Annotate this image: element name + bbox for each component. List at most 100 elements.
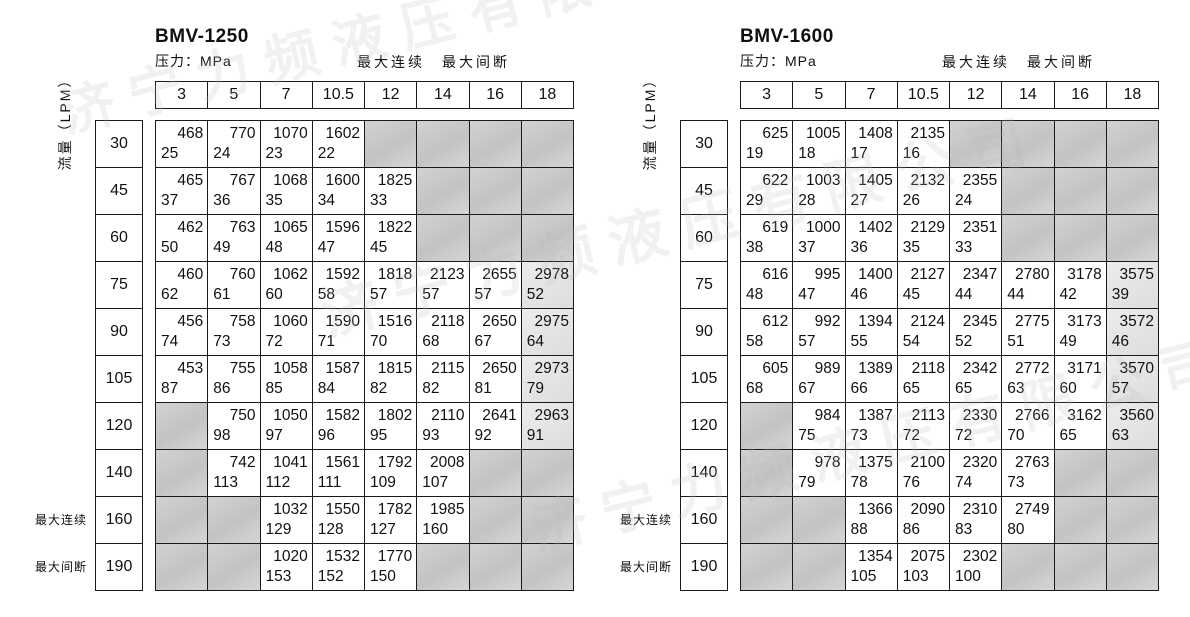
data-cell: 1070 23 <box>260 121 312 167</box>
data-cell: 1782 127 <box>365 497 417 543</box>
cell-value-secondary: 63 <box>1007 380 1025 397</box>
data-cell: 2650 67 <box>469 309 521 355</box>
pressure-header-cell: 18 <box>1106 82 1158 108</box>
cell-value-secondary: 45 <box>370 239 388 256</box>
cell-value-secondary: 18 <box>798 145 816 162</box>
data-cell: 2132 26 <box>897 168 949 214</box>
cell-value-primary: 2129 <box>910 219 945 236</box>
cell-value-secondary: 105 <box>850 568 877 585</box>
cell-value-secondary: 57 <box>798 333 816 350</box>
data-cell: 1041 112 <box>260 450 312 496</box>
data-cell: 460 62 <box>156 262 208 308</box>
data-cell: 2310 83 <box>950 497 1002 543</box>
pressure-header-cell: 7 <box>845 82 897 108</box>
data-cell: 1405 27 <box>845 168 897 214</box>
data-cell: 1354 105 <box>845 544 897 590</box>
cell-value-secondary: 24 <box>955 192 973 209</box>
data-cell: 1375 78 <box>845 450 897 496</box>
cell-value-secondary: 103 <box>902 568 929 585</box>
cell-value-primary: 462 <box>177 219 204 236</box>
data-cell: 1822 45 <box>365 215 417 261</box>
empty-cell <box>1002 121 1054 167</box>
cell-value-primary: 2978 <box>534 266 569 283</box>
cell-value-primary: 763 <box>229 219 256 236</box>
cell-value-secondary: 88 <box>850 521 868 538</box>
cell-value-secondary: 150 <box>370 568 396 585</box>
bmv-1600-table: BMV-1600 压力：MPa 最大连续 最大间断 流量（LPM） 最大连续 最… <box>620 0 1165 617</box>
cell-value-secondary: 79 <box>798 474 816 491</box>
pressure-header-row: 3 5 7 10.5 12 14 16 18 <box>740 81 1159 109</box>
empty-cell <box>1106 544 1158 590</box>
flow-header-cell: 60 <box>96 215 142 261</box>
data-cell: 1561 111 <box>312 450 364 496</box>
data-cell: 1582 96 <box>312 403 364 449</box>
cell-value-primary: 2135 <box>910 125 945 142</box>
flow-axis-label: 流量（LPM） <box>57 71 73 171</box>
cell-value-secondary: 16 <box>902 145 920 162</box>
cell-value-primary: 456 <box>177 313 204 330</box>
cell-value-secondary: 58 <box>317 286 335 303</box>
cell-value-secondary: 46 <box>850 286 868 303</box>
flow-header-cell: 45 <box>96 168 142 214</box>
data-cell: 1387 73 <box>845 403 897 449</box>
data-cell: 2113 72 <box>897 403 949 449</box>
cell-value-primary: 1815 <box>377 360 413 377</box>
flow-header-cell: 30 <box>96 121 142 167</box>
data-cell: 3178 42 <box>1054 262 1106 308</box>
data-cell: 2330 72 <box>950 403 1002 449</box>
empty-cell <box>1002 544 1054 590</box>
data-cell: 1985 160 <box>417 497 469 543</box>
cell-value-secondary: 87 <box>161 380 179 397</box>
pressure-header-cell: 5 <box>208 82 260 108</box>
flow-header-cell: 105 <box>96 356 142 402</box>
cell-value-primary: 1020 <box>273 548 308 565</box>
cell-value-secondary: 52 <box>955 333 973 350</box>
data-cell: 1825 33 <box>365 168 417 214</box>
data-cell: 1802 95 <box>365 403 417 449</box>
empty-cell <box>521 215 573 261</box>
cell-value-secondary: 45 <box>902 286 920 303</box>
empty-cell <box>741 497 793 543</box>
cell-value-primary: 3171 <box>1067 360 1102 377</box>
empty-cell <box>950 121 1002 167</box>
cell-value-secondary: 37 <box>798 239 816 256</box>
cell-value-primary: 612 <box>762 313 789 330</box>
data-cell: 1003 28 <box>793 168 845 214</box>
empty-cell <box>156 497 208 543</box>
cell-value-secondary: 86 <box>902 521 920 538</box>
cell-value-secondary: 44 <box>1007 286 1025 303</box>
cell-value-primary: 3162 <box>1067 407 1102 424</box>
cell-value-secondary: 57 <box>474 286 492 303</box>
cell-value-secondary: 75 <box>798 427 816 444</box>
data-cell: 2302 100 <box>950 544 1002 590</box>
cell-value-primary: 1408 <box>858 125 893 142</box>
cell-value-secondary: 17 <box>850 145 868 162</box>
bmv-1250-table: BMV-1250 压力：MPa 最大连续 最大间断 流量（LPM） 最大连续 最… <box>35 0 580 617</box>
cell-value-secondary: 28 <box>798 192 816 209</box>
cell-value-secondary: 60 <box>1059 380 1077 397</box>
data-cell: 750 98 <box>208 403 260 449</box>
cell-value-primary: 1592 <box>325 266 360 283</box>
data-cell: 2100 76 <box>897 450 949 496</box>
cell-value-primary: 3572 <box>1119 313 1154 330</box>
data-cell: 2110 93 <box>417 403 469 449</box>
cell-value-secondary: 35 <box>265 192 283 209</box>
empty-cell <box>521 544 573 590</box>
data-cell: 1770 150 <box>365 544 417 590</box>
data-cell: 3173 49 <box>1054 309 1106 355</box>
cell-value-primary: 2650 <box>482 313 517 330</box>
cell-value-primary: 742 <box>229 454 256 471</box>
cell-value-primary: 468 <box>177 125 204 142</box>
cell-value-primary: 3560 <box>1119 407 1154 424</box>
cell-value-primary: 1005 <box>806 125 841 142</box>
data-cell: 989 67 <box>793 356 845 402</box>
cell-value-secondary: 74 <box>955 474 973 491</box>
cell-value-primary: 1058 <box>273 360 308 377</box>
data-cell: 2118 65 <box>897 356 949 402</box>
data-cell: 2090 86 <box>897 497 949 543</box>
cell-value-secondary: 82 <box>422 380 440 397</box>
pressure-header-cell: 18 <box>521 82 573 108</box>
cell-value-secondary: 70 <box>1007 427 1025 444</box>
cell-value-secondary: 58 <box>746 333 764 350</box>
empty-cell <box>417 215 469 261</box>
